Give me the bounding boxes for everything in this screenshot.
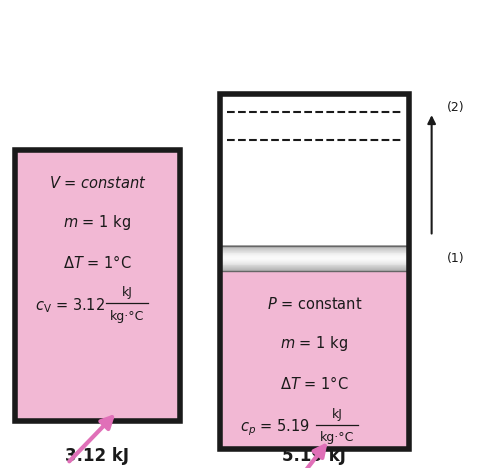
Bar [220, 246, 409, 248]
Text: $c_p$ = 5.19: $c_p$ = 5.19 [240, 417, 309, 438]
Bar [220, 265, 409, 266]
Bar [220, 94, 409, 449]
Bar [220, 254, 409, 255]
Text: kg·°C: kg·°C [320, 431, 354, 444]
Bar [220, 257, 409, 258]
Bar [220, 252, 409, 254]
Bar [220, 267, 409, 268]
Bar [220, 248, 409, 249]
Bar [220, 264, 409, 265]
Bar [220, 245, 409, 247]
Bar [220, 268, 409, 269]
Bar [220, 270, 409, 271]
Bar [220, 250, 409, 252]
Bar [220, 249, 409, 250]
Bar [220, 262, 409, 263]
Text: kJ: kJ [122, 286, 133, 299]
Text: kJ: kJ [331, 408, 342, 421]
Bar [220, 258, 409, 259]
Text: kg·°C: kg·°C [110, 310, 144, 322]
Bar [220, 251, 409, 253]
Bar [220, 255, 409, 256]
Bar [220, 256, 409, 257]
Text: (2): (2) [447, 101, 464, 114]
Bar [220, 249, 409, 251]
Bar [220, 268, 409, 270]
Bar [220, 247, 409, 248]
Text: $c_\mathrm{V}$ = 3.12: $c_\mathrm{V}$ = 3.12 [35, 297, 105, 315]
Bar [220, 269, 409, 271]
Bar [220, 263, 409, 264]
Bar [220, 266, 409, 267]
Text: (1): (1) [447, 252, 464, 265]
Text: $m$ = 1 kg: $m$ = 1 kg [63, 213, 131, 232]
Text: $P$ = constant: $P$ = constant [266, 296, 362, 312]
Bar [220, 259, 409, 260]
Text: $\Delta T$ = 1°C: $\Delta T$ = 1°C [63, 254, 132, 271]
Bar [220, 256, 409, 258]
Bar [220, 271, 409, 449]
Bar [220, 253, 409, 254]
Text: $m$ = 1 kg: $m$ = 1 kg [280, 335, 348, 353]
Text: $\Delta T$ = 1°C: $\Delta T$ = 1°C [280, 375, 349, 392]
Bar [220, 94, 409, 449]
Bar [15, 150, 180, 421]
Text: 3.12 kJ: 3.12 kJ [65, 447, 129, 465]
Text: $\mathit{V}$ = constant: $\mathit{V}$ = constant [48, 175, 146, 190]
Bar [220, 260, 409, 261]
Text: 5.19 kJ: 5.19 kJ [282, 447, 346, 465]
Bar [220, 261, 409, 262]
